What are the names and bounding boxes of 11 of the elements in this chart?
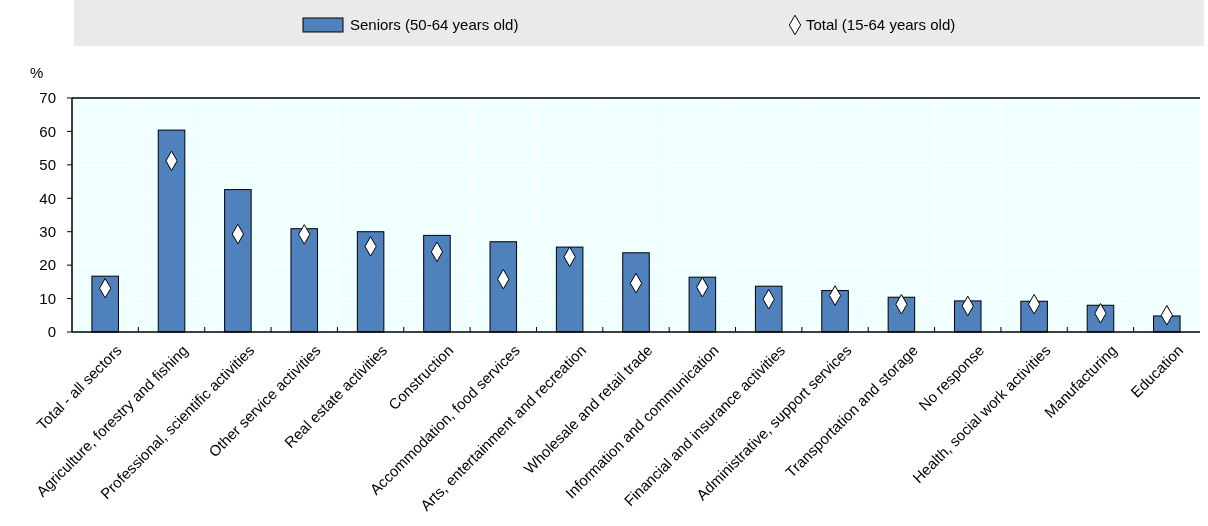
y-tick-label: 60 (39, 122, 56, 140)
y-tick-label: 40 (39, 189, 56, 207)
y-tick-label: 50 (39, 156, 56, 174)
y-tick-label: 20 (39, 256, 56, 274)
y-axis-title: % (30, 64, 44, 81)
legend-label: Seniors (50-64 years old) (350, 16, 519, 33)
y-tick-label: 10 (39, 289, 56, 307)
y-tick-label: 30 (39, 222, 56, 240)
y-tick-label: 0 (47, 323, 56, 341)
y-tick-label: 70 (39, 89, 56, 107)
legend-label: Total (15-64 years old) (806, 16, 956, 33)
